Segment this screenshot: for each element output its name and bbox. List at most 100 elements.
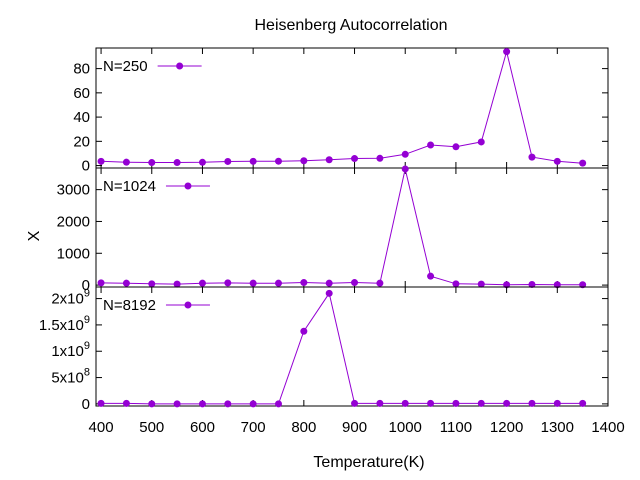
data-point [553,399,561,407]
x-tick-label: 1400 [591,419,624,436]
data-point [477,399,485,407]
data-point [351,279,359,287]
series-line-2 [101,168,583,286]
data-point [401,165,409,173]
data-point [249,279,257,287]
data-point [503,399,511,407]
data-point [300,279,308,287]
data-point [148,280,156,288]
y-tick-label: 1000 [57,245,90,262]
x-tick-label: 500 [139,419,164,436]
data-point [553,157,561,165]
legend-marker [184,182,192,190]
data-point [452,143,460,151]
data-point [427,399,435,407]
panel-1: 0 20 40 60 80 N=250 [73,48,609,175]
data-point [224,400,232,408]
data-point [579,399,587,407]
data-point [528,280,536,288]
y-tick-label: 2000 [57,213,90,230]
y-tick-exponent: 9 [84,314,90,326]
data-point [148,159,156,167]
data-point [427,272,435,280]
data-point [300,157,308,165]
y-tick-exponent: 9 [84,340,90,352]
y-tick-label: 2x109 [51,288,90,308]
y-tick-label: 0 [82,158,90,175]
data-point [97,399,105,407]
data-point [325,279,333,287]
data-point [122,158,130,166]
x-axis-label: Temperature(K) [313,454,424,471]
data-point [503,48,511,56]
data-point [122,279,130,287]
data-point [173,159,181,167]
data-point [122,399,130,407]
panel-2: 0 1000 2000 3000 N=1024 [57,165,609,294]
data-point [452,280,460,288]
y-tick-exponent: 9 [84,288,90,300]
data-point [401,150,409,158]
x-tick-label: 600 [190,419,215,436]
y-axis-label: X [26,230,43,241]
data-point [173,400,181,408]
data-point [351,399,359,407]
data-point [477,138,485,146]
series-line-1 [101,49,583,164]
data-point [376,154,384,162]
legend-marker [184,301,192,309]
y-tick-label: 3000 [57,182,90,199]
y-tick-label: 20 [73,133,90,150]
data-point [325,156,333,164]
x-tick-label: 700 [241,419,266,436]
legend-label: N=1024 [103,178,156,195]
data-point [376,279,384,287]
data-point [427,141,435,149]
x-tick-label: 1100 [440,419,472,436]
y-tick-label: 0 [82,396,90,413]
y-tick-label: 40 [73,109,90,126]
legend-marker [176,62,184,70]
series-line-3 [101,292,583,405]
x-tick-label: 1000 [389,419,422,436]
data-point [97,279,105,287]
data-point [148,400,156,408]
data-point [325,289,333,297]
data-point [198,279,206,287]
data-point [198,158,206,166]
legend-label: N=8192 [103,297,156,314]
legend-label: N=250 [103,58,148,75]
y-tick-label: 80 [73,61,90,78]
data-point [376,399,384,407]
data-point [351,155,359,163]
data-point [249,157,257,165]
x-tick-label: 400 [89,419,114,436]
data-point [97,157,105,165]
y-tick-label: 60 [73,85,90,102]
data-point [528,153,536,161]
data-point [579,159,587,167]
data-point [274,157,282,165]
y-tick-label: 1x109 [51,340,90,360]
data-point [224,157,232,165]
y-tick-label: 1.5x109 [39,314,90,334]
panels-group: 0 20 40 60 80 N=250 0 1000 2000 3000 N=1024 0 5x108 1… [39,47,625,436]
x-tick-label: 1200 [490,419,523,436]
data-point [401,399,409,407]
data-point [274,400,282,408]
data-point [477,280,485,288]
data-point [249,400,257,408]
y-tick-label: 0 [82,277,90,294]
data-point [528,399,536,407]
panel-3: 0 5x108 1x109 1.5x109 2x109 N=8192 [39,286,609,413]
y-tick-exponent: 8 [84,367,90,379]
data-point [173,280,181,288]
x-tick-label: 800 [291,419,316,436]
x-tick-label: 900 [342,419,367,436]
x-tick-label: 1300 [541,419,574,436]
chart-title: Heisenberg Autocorrelation [254,17,447,34]
data-point [452,399,460,407]
y-tick-label: 5x108 [51,367,90,387]
plot-frame [95,47,609,407]
